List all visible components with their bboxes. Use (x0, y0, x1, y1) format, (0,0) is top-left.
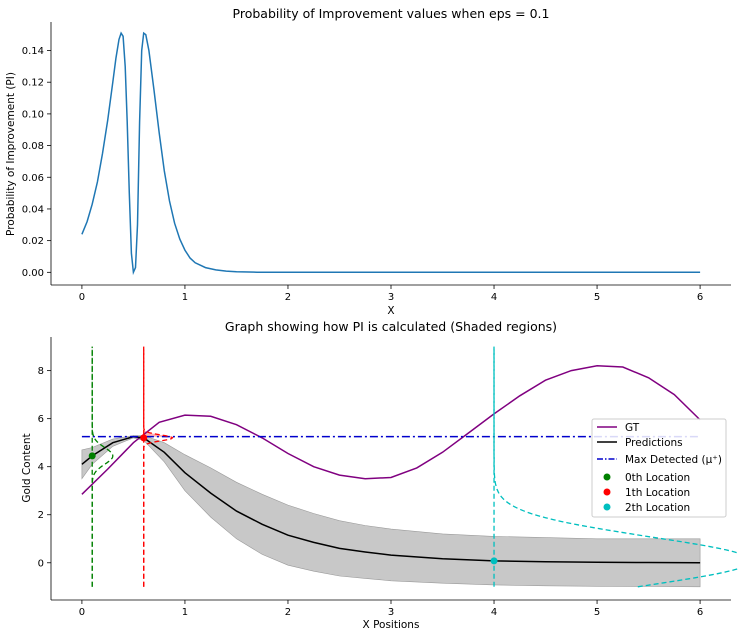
legend-loc0-marker (603, 473, 611, 481)
calc-y-tick-label: 6 (38, 414, 44, 425)
calc-x-tick-label: 6 (697, 607, 703, 618)
pi-x-tick-label: 6 (697, 292, 703, 303)
calc-points (88, 434, 498, 565)
loc1-pdf-curve (143, 346, 174, 587)
calc-x-tick-label: 0 (79, 607, 85, 618)
pi-y-tick-label: 0.04 (22, 204, 44, 215)
legend-predictions-label: Predictions (625, 437, 683, 449)
pi-calc-chart-xlabel: X Positions (363, 619, 420, 631)
calc-x-tick-label: 2 (285, 607, 291, 618)
pi-calc-chart-ylabel: Gold Content (21, 433, 33, 502)
calc-x-tick-label: 3 (388, 607, 394, 618)
legend-loc2-label: 2th Location (625, 502, 690, 514)
pi-x-ticks: 0 1 2 3 4 5 6 (79, 285, 703, 303)
pi-y-tick-label: 0.00 (22, 268, 44, 279)
calc-y-tick-label: 0 (38, 558, 44, 569)
prediction-confidence-band (81, 435, 701, 588)
pi-y-tick-label: 0.10 (22, 109, 44, 120)
calc-y-tick-label: 2 (38, 510, 44, 521)
pi-axes (50, 22, 731, 286)
calc-x-tick-label: 5 (594, 607, 600, 618)
calc-lines (81, 346, 738, 588)
legend: GT Predictions Max Detected (μ⁺) 0th Loc… (591, 418, 727, 518)
legend-frame (591, 418, 727, 518)
pi-x-tick-label: 0 (79, 292, 85, 303)
loc1-point (140, 434, 148, 442)
pi-y-tick-label: 0.06 (22, 173, 44, 184)
pi-chart-xlabel: X (387, 305, 394, 317)
legend-max-label: Max Detected (μ⁺) (625, 454, 722, 466)
calc-y-tick-label: 4 (38, 462, 44, 473)
pi-chart-ylabel: Probability of Improvement (PI) (5, 72, 17, 236)
calc-x-tick-label: 4 (491, 607, 497, 618)
legend-loc1-label: 1th Location (625, 487, 690, 499)
calc-shade-layer (81, 346, 701, 588)
calc-x-ticks: 0 1 2 3 4 5 6 (79, 600, 703, 618)
loc0-point (88, 452, 96, 460)
pi-x-tick-label: 3 (388, 292, 394, 303)
pi-line (81, 31, 701, 276)
pi-y-tick-label: 0.08 (22, 141, 44, 152)
pi-x-tick-label: 2 (285, 292, 291, 303)
pi-x-tick-label: 5 (594, 292, 600, 303)
loc2-pdf-curve (493, 346, 738, 588)
calc-x-tick-label: 1 (182, 607, 188, 618)
legend-loc1-marker (603, 488, 611, 496)
pi-chart: Probability of Improvement values when e… (5, 6, 731, 317)
gt-line (81, 365, 701, 495)
pi-chart-title: Probability of Improvement values when e… (233, 6, 550, 21)
pi-x-tick-label: 1 (182, 292, 188, 303)
legend-gt-label: GT (625, 422, 640, 434)
calc-y-tick-label: 8 (38, 366, 44, 377)
loc0-pdf-curve (91, 346, 114, 587)
legend-loc0-label: 0th Location (625, 472, 690, 484)
legend-loc2-marker (603, 503, 611, 511)
pi-calc-chart: Graph showing how PI is calculated (Shad… (21, 319, 738, 631)
loc2-point (490, 557, 498, 565)
pi-lines (81, 31, 701, 276)
calc-y-ticks: 0 2 4 6 8 (38, 366, 51, 569)
pi-calc-chart-title: Graph showing how PI is calculated (Shad… (225, 319, 557, 334)
pi-y-tick-label: 0.14 (22, 46, 44, 57)
pi-y-ticks: 0.00 0.02 0.04 0.06 0.08 0.10 0.12 0.14 (22, 46, 51, 279)
pi-y-tick-label: 0.02 (22, 236, 44, 247)
pi-x-tick-label: 4 (491, 292, 497, 303)
pi-y-tick-label: 0.12 (22, 78, 44, 89)
